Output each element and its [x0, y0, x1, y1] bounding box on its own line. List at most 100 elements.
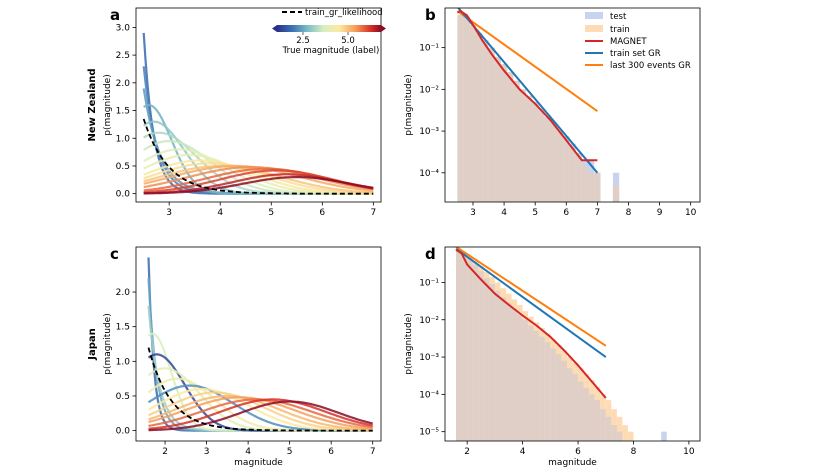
predicted-curve [147, 387, 373, 432]
panel-letter-a: a [110, 6, 120, 24]
colorbar [277, 25, 381, 32]
y-tick-label: 1.0 [116, 357, 131, 367]
histogram-group [456, 250, 667, 441]
axes-group: 3 4 5 6 7 0.0 0.5 1.0 1.5 2.0 2.5 3.0 p(magnitude) [103, 23, 376, 218]
histogram-group [457, 14, 620, 202]
x-axis-label: magnitude [548, 458, 597, 467]
row-label-new-zealand: New Zealand [87, 68, 98, 141]
legend-b: test train MAGNET train set GR last 300 … [585, 12, 691, 71]
predicted-curve [148, 400, 373, 432]
y-tick-label: 10⁻¹ [419, 278, 439, 288]
x-tick-label: 7 [595, 208, 601, 218]
overlap-histogram-bar [519, 89, 526, 202]
overlap-histogram-bar [600, 409, 606, 441]
overlap-histogram-bar [457, 15, 464, 202]
magnet-line [457, 9, 598, 162]
x-tick-label: 10 [685, 208, 697, 218]
overlap-histogram-bar [528, 325, 534, 441]
x-tick-label: 4 [245, 447, 251, 457]
y-tick-label: 0.0 [116, 427, 131, 437]
magnet-line [455, 248, 607, 399]
y-axis-label: p(magnitude) [103, 74, 113, 135]
overlap-histogram-bar [578, 381, 584, 441]
legend-last300-label: last 300 events GR [610, 61, 691, 71]
overlap-histogram-bar [556, 131, 564, 202]
legend-train-gr-label: train set GR [610, 49, 661, 59]
overlap-histogram-bar [555, 354, 562, 441]
overlap-histogram-bar [483, 278, 490, 441]
overlap-histogram-bar [522, 319, 529, 441]
x-axis-label: magnitude [234, 458, 283, 467]
x-tick-label: 6 [575, 447, 581, 457]
legend-test-swatch [585, 12, 603, 19]
overlap-histogram-bar [500, 64, 508, 202]
overlap-histogram-bar [550, 348, 556, 441]
row-label-japan: Japan [87, 328, 98, 361]
predicted-curve [143, 176, 374, 195]
y-tick-label: 1.5 [116, 107, 130, 117]
y-tick-label: 1.5 [116, 323, 130, 333]
overlap-histogram-bar [575, 156, 582, 202]
last-300-events-gr-line [456, 10, 598, 113]
overlap-histogram-bar [505, 303, 512, 441]
x-tick-label: 6 [328, 447, 334, 457]
x-tick-label: 4 [520, 447, 526, 457]
overlap-histogram-bar [611, 425, 617, 441]
colorbar-max-arrow [381, 25, 386, 32]
gr-likelihood-curve [142, 118, 374, 195]
overlap-histogram-bar [513, 80, 520, 202]
y-tick-label: 0.0 [116, 190, 131, 200]
last-300-events-gr-line [455, 247, 607, 347]
axes-group: 2 4 6 8 10 10⁻¹ 10⁻² 10⁻³ 10⁻⁴ 10⁻⁵ p(magnitude) ma… [404, 278, 695, 467]
lines-group [456, 8, 599, 174]
overlap-histogram-bar [532, 103, 539, 202]
overlap-histogram-bar [583, 387, 590, 441]
legend-train-label: train [610, 25, 630, 35]
y-tick-label: 1.0 [116, 134, 131, 144]
overlap-histogram-bar [476, 33, 483, 202]
overlap-histogram-bar [544, 342, 551, 441]
overlap-histogram-bar [494, 290, 501, 441]
overlap-histogram-bar [467, 258, 473, 441]
legend-train-swatch [585, 25, 603, 32]
plot-frame [444, 7, 701, 203]
overlap-histogram-bar [612, 185, 620, 202]
y-tick-label: 2.5 [116, 51, 130, 61]
plot-frame [135, 7, 382, 203]
overlap-histogram-bar [588, 172, 595, 202]
x-tick-label: 7 [370, 208, 376, 218]
x-tick-label: 8 [626, 208, 632, 218]
x-tick-label: 2 [464, 447, 470, 457]
overlap-histogram-bar [572, 374, 579, 441]
x-tick-label: 10 [683, 447, 695, 457]
legend-a: train_gr_likelihood 2.5 5.0 True magnitu… [272, 8, 386, 56]
y-tick-label: 10⁻⁵ [419, 428, 439, 438]
overlap-histogram-bar [563, 140, 570, 202]
overlap-histogram-bar [605, 416, 612, 441]
colorbar-label: True magnitude (label) [282, 46, 380, 56]
y-tick-label: 0.5 [116, 392, 130, 402]
x-tick-label: 4 [501, 208, 507, 218]
x-tick-label: 7 [370, 447, 376, 457]
overlap-histogram-bar [569, 147, 576, 202]
plot-frame [444, 246, 701, 442]
x-tick-label: 2 [162, 447, 168, 457]
panel-c-chart: 2 3 4 5 6 7 0.0 0.5 1.0 1.5 2.0 p(magnitude) magnitu… [103, 245, 382, 467]
overlap-histogram-bar [525, 95, 533, 202]
y-tick-label: 10⁻³ [419, 353, 439, 363]
y-tick-label: 0.5 [116, 162, 130, 172]
y-tick-label: 10⁻² [419, 85, 439, 95]
gr-likelihood-curve [147, 347, 373, 432]
overlap-histogram-bar [616, 431, 623, 441]
overlap-histogram-bar [517, 314, 523, 441]
overlap-histogram-bar [544, 118, 551, 202]
overlap-histogram-bar [482, 41, 489, 202]
y-tick-label: 10⁻² [419, 316, 439, 326]
colorbar-min-arrow [272, 25, 277, 32]
y-tick-label: 10⁻⁴ [419, 169, 439, 179]
x-tick-label: 4 [217, 208, 223, 218]
legend-magnet-label: MAGNET [610, 37, 647, 47]
overlap-histogram-bar [511, 308, 518, 441]
test-histogram-bar [661, 431, 667, 441]
overlap-histogram-bar [589, 394, 595, 441]
